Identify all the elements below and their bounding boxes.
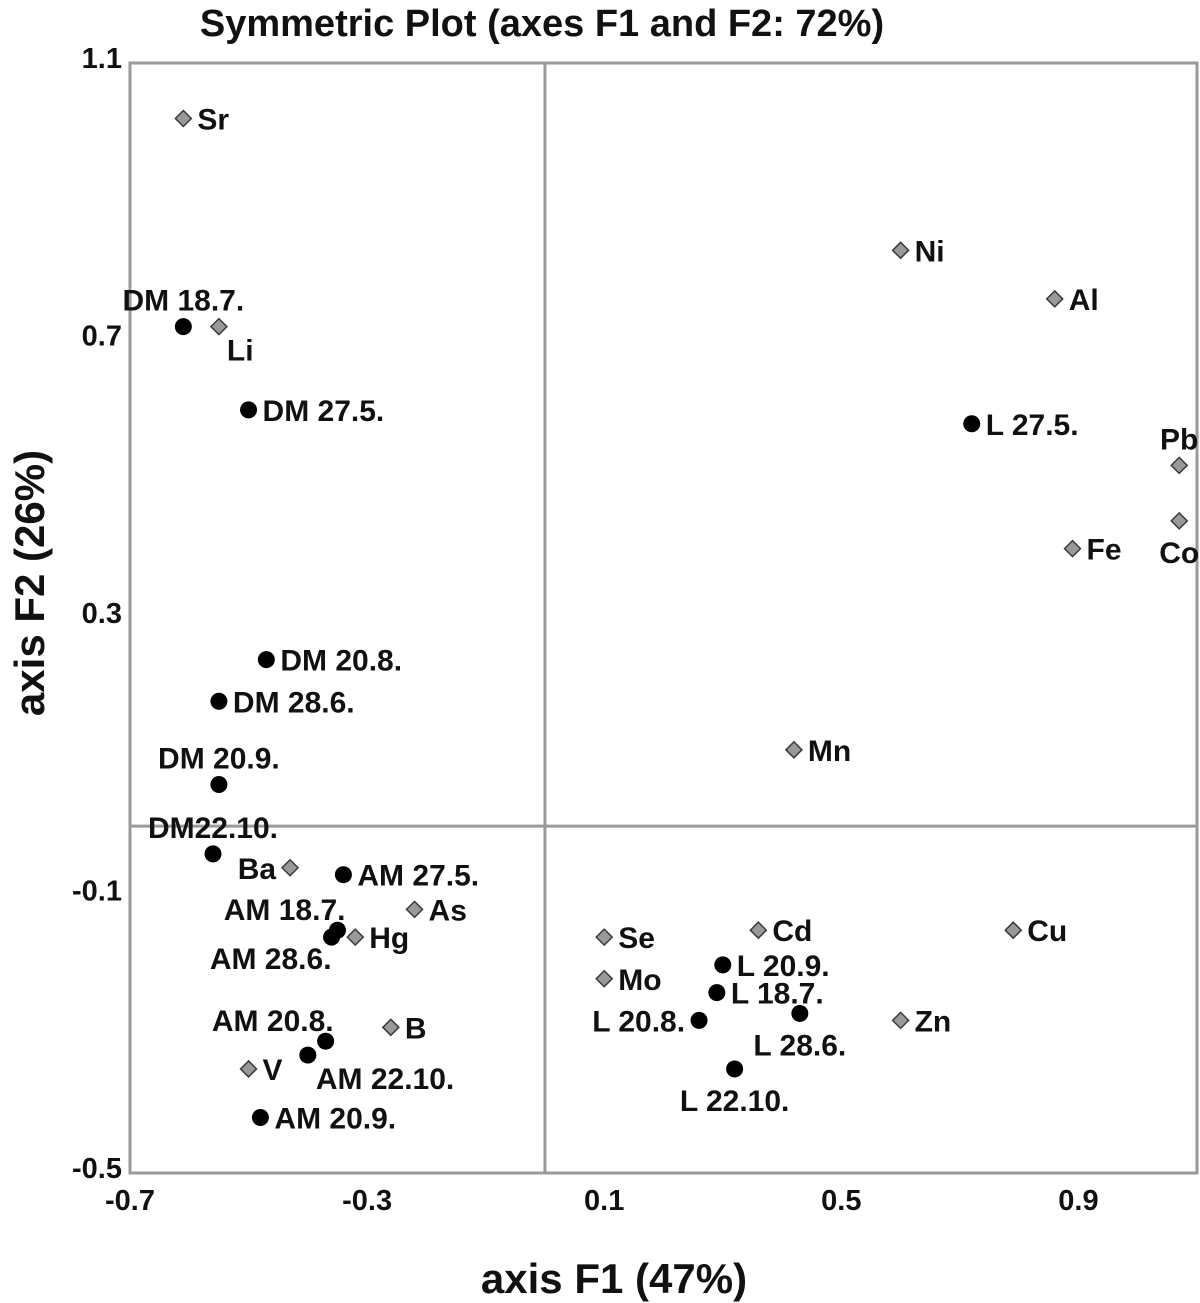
- x-tick-label: 0.1: [584, 1185, 624, 1217]
- y-tick-label: 1.1: [82, 43, 122, 75]
- point-label: Zn: [915, 1005, 952, 1038]
- sample-point: [963, 415, 981, 433]
- y-tick-labels: 1.1 0.7 0.3 -0.1 -0.5: [72, 43, 122, 1185]
- variable-point: [891, 1011, 910, 1030]
- point-label: Cd: [772, 915, 812, 948]
- variable-point: [1004, 921, 1023, 940]
- point-label: Cu: [1027, 915, 1067, 948]
- variable-point: [209, 317, 228, 336]
- point-label: B: [405, 1012, 427, 1045]
- variable-point: [1170, 456, 1189, 475]
- point-label: Mo: [618, 964, 661, 997]
- x-tick-label: -0.3: [342, 1185, 392, 1217]
- point-label: L 18.7.: [731, 978, 824, 1011]
- chart-title: Symmetric Plot (axes F1 and F2: 72%): [200, 3, 884, 45]
- y-tick-label: 0.7: [82, 321, 122, 353]
- variable-point: [1170, 511, 1189, 530]
- point-label: L 28.6.: [753, 1029, 846, 1062]
- data-points: DM 18.7. DM 27.5. DM 20.8. DM 28.6. DM 20.9.…: [122, 104, 1199, 1136]
- point-label: AM 27.5.: [357, 860, 479, 893]
- x-tick-labels: -0.7 -0.3 0.1 0.5 0.9: [105, 1185, 1099, 1217]
- variable-point: [381, 1018, 400, 1037]
- sample-point: [257, 651, 275, 669]
- variable-point: [1063, 539, 1082, 558]
- point-label: L 27.5.: [986, 409, 1079, 442]
- point-label: Ni: [915, 235, 945, 268]
- point-label: Li: [227, 335, 254, 368]
- point-label: Pb: [1160, 423, 1198, 456]
- y-axis-title: axis F2 (26%): [6, 450, 53, 716]
- point-label: DM22.10.: [148, 812, 278, 845]
- point-label: AM 20.9.: [274, 1103, 396, 1136]
- point-label: AM 28.6.: [210, 943, 332, 976]
- x-tick-label: 0.5: [821, 1185, 861, 1217]
- variable-point: [346, 928, 365, 947]
- point-label: DM 18.7.: [122, 285, 244, 318]
- point-label: DM 28.6.: [233, 686, 355, 719]
- y-tick-label: -0.5: [72, 1153, 122, 1185]
- point-label: L 22.10.: [680, 1085, 790, 1118]
- point-label: Hg: [369, 922, 409, 955]
- point-label: AM 18.7.: [224, 894, 346, 927]
- variable-point: [595, 969, 614, 988]
- sample-point: [708, 984, 726, 1002]
- variable-point: [239, 1059, 258, 1078]
- point-label: DM 20.9.: [158, 743, 280, 776]
- point-label: AM 20.8.: [212, 1005, 334, 1038]
- sample-point: [174, 318, 192, 336]
- point-label: Co: [1159, 537, 1199, 570]
- variable-point: [280, 858, 300, 877]
- point-label: AM 22.10.: [316, 1063, 454, 1096]
- point-label: Fe: [1087, 534, 1122, 567]
- sample-point: [299, 1046, 317, 1064]
- point-label: Mn: [808, 735, 851, 768]
- sample-point: [210, 692, 228, 710]
- sample-point: [690, 1011, 708, 1029]
- variable-point: [595, 928, 614, 947]
- point-label: Ba: [238, 853, 277, 886]
- point-label: DM 27.5.: [263, 395, 385, 428]
- point-label: Se: [618, 922, 655, 955]
- y-tick-label: 0.3: [82, 598, 122, 630]
- point-label: V: [263, 1054, 283, 1087]
- variable-point: [891, 241, 910, 260]
- variable-point: [784, 740, 803, 759]
- x-tick-label: 0.9: [1058, 1185, 1098, 1217]
- sample-point: [714, 956, 732, 974]
- point-label: DM 20.8.: [280, 645, 402, 678]
- sample-point: [323, 928, 341, 946]
- variable-point: [749, 921, 768, 940]
- sample-point: [317, 1032, 335, 1050]
- x-axis-title: axis F1 (47%): [481, 1255, 747, 1302]
- sample-point: [251, 1109, 269, 1126]
- variable-point: [174, 109, 193, 128]
- x-tick-label: -0.7: [105, 1185, 155, 1217]
- sample-point: [726, 1060, 744, 1078]
- variable-point: [1045, 289, 1064, 308]
- point-label: Al: [1069, 284, 1099, 317]
- sample-point: [204, 845, 222, 863]
- y-tick-label: -0.1: [72, 876, 122, 908]
- plot-frame: [128, 61, 1199, 1175]
- variable-point: [405, 900, 424, 919]
- point-label: L 20.9.: [737, 950, 830, 983]
- sample-point: [240, 401, 258, 419]
- sample-point: [791, 1004, 809, 1022]
- point-label: L 20.8.: [592, 1005, 685, 1038]
- sample-point: [334, 866, 352, 884]
- point-label: Sr: [197, 104, 229, 137]
- point-label: As: [429, 894, 467, 927]
- sample-point: [210, 776, 228, 793]
